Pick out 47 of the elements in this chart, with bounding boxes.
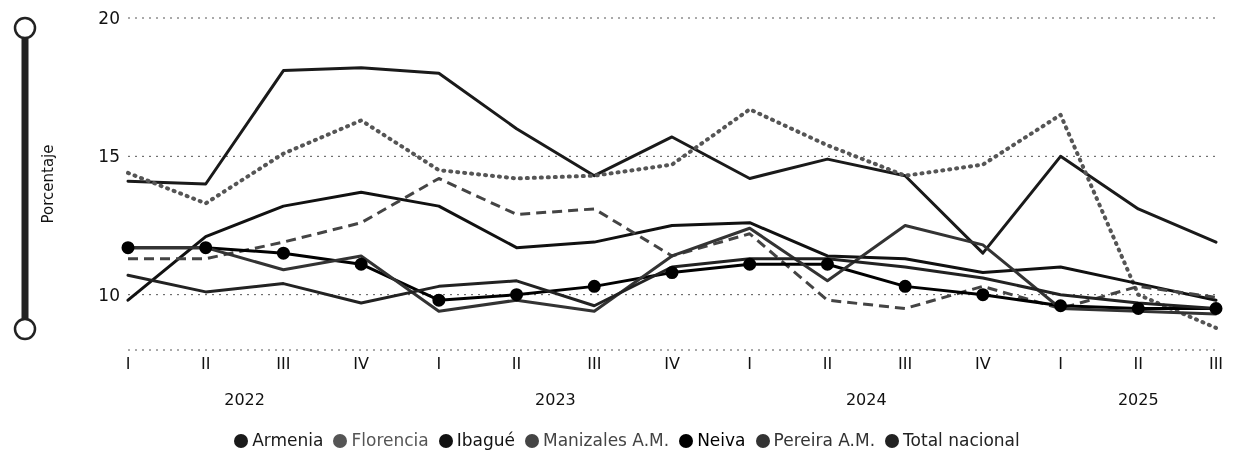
point [743, 257, 757, 271]
x-tick-label: III [587, 354, 602, 374]
legend-label: Ibagué [456, 430, 515, 450]
y-axis-title: Porcentaje [39, 144, 58, 224]
line-series [126, 107, 1218, 330]
point [121, 241, 135, 255]
point [276, 246, 290, 260]
x-tick-label: IV [664, 354, 680, 374]
x-tick-label: IV [975, 354, 991, 374]
point [199, 241, 213, 255]
x-tick-label: I [436, 354, 442, 374]
x-tick-label: III [276, 354, 291, 374]
x-tick-label: III [898, 354, 913, 374]
x-tick-label: II [511, 354, 522, 374]
point [510, 288, 524, 302]
legend-label: Neiva [697, 430, 746, 450]
legend-label: Florencia [351, 430, 429, 450]
point [1054, 299, 1068, 313]
point [432, 293, 446, 307]
x-tick-label: II [822, 354, 833, 374]
x-tick-label: IV [353, 354, 370, 374]
point [898, 279, 912, 293]
text: 2024 [845, 390, 887, 410]
point [1131, 302, 1145, 315]
point [1209, 302, 1223, 315]
y-tick-label: 15 [98, 146, 120, 167]
text: 2025 [1117, 390, 1159, 410]
text: 2022 [224, 390, 265, 410]
legend-label: Total nacional [903, 430, 1020, 450]
line-series [126, 66, 1218, 255]
point [820, 257, 834, 271]
x-tick-label: I [1058, 354, 1063, 374]
point [354, 257, 368, 271]
x-tick-label: II [201, 354, 211, 374]
point [587, 279, 601, 293]
y-tick-label: 20 [98, 8, 120, 29]
legend-label: Armenia [252, 430, 324, 450]
point [665, 266, 679, 280]
x-tick-label: I [747, 354, 753, 374]
point [976, 288, 990, 302]
legend-label: Manizales A.M. [542, 430, 670, 450]
y-tick-label: 10 [98, 284, 120, 305]
x-tick-label: III [1208, 354, 1224, 374]
legend-label: Pereira A.M. [773, 430, 876, 450]
x-tick-label: I [125, 354, 131, 374]
x-tick-label: II [1133, 354, 1143, 374]
text: 2023 [535, 390, 576, 410]
